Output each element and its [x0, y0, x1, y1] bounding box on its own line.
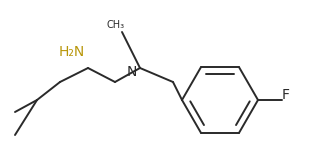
- Text: F: F: [282, 88, 290, 102]
- Text: H₂N: H₂N: [59, 45, 85, 59]
- Text: CH₃: CH₃: [107, 20, 125, 30]
- Text: N: N: [127, 65, 137, 79]
